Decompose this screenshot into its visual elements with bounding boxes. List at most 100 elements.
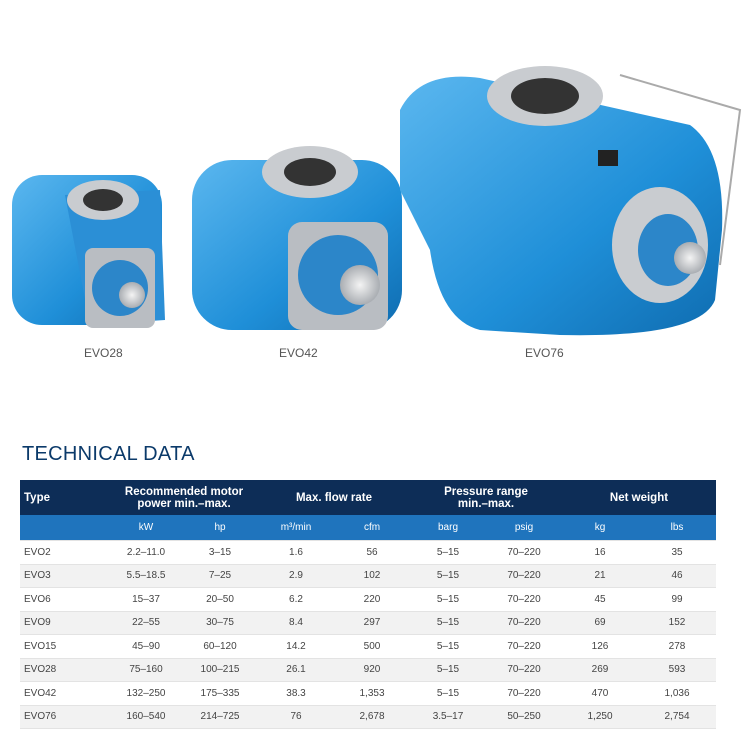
section-title: TECHNICAL DATA bbox=[22, 443, 195, 465]
header-text: Pressure range min.–max. bbox=[444, 485, 528, 510]
unit-label: m³/min bbox=[258, 515, 334, 541]
data-cell: 2,754 bbox=[638, 705, 716, 729]
type-cell: EVO6 bbox=[20, 587, 110, 612]
data-cell: 175–335 bbox=[182, 681, 258, 706]
type-cell: EVO3 bbox=[20, 564, 110, 588]
data-cell: 20–50 bbox=[182, 587, 258, 612]
data-cell: 152 bbox=[638, 611, 716, 635]
column-header: Pressure range min.–max. bbox=[410, 480, 562, 515]
data-cell: 45–90 bbox=[110, 634, 182, 659]
data-cell: 70–220 bbox=[486, 564, 562, 588]
data-cell: 5–15 bbox=[410, 681, 486, 706]
data-cell: 70–220 bbox=[486, 540, 562, 565]
data-cell: 46 bbox=[638, 564, 716, 588]
column-header: Type bbox=[20, 480, 110, 515]
data-cell: 21 bbox=[562, 564, 638, 588]
data-row: EVO28 75–160 100–215 26.1 920 5–15 70–220 269 59… bbox=[20, 658, 716, 682]
data-cell: 102 bbox=[334, 564, 410, 588]
column-header: Max. flow rate bbox=[258, 480, 410, 515]
data-cell: 593 bbox=[638, 658, 716, 682]
data-row: EVO42 132–250 175–335 38.3 1,353 5–15 70–220 47… bbox=[20, 681, 716, 706]
header-text: Net weight bbox=[609, 491, 669, 504]
data-cell: 70–220 bbox=[486, 634, 562, 659]
data-cell: 69 bbox=[562, 611, 638, 635]
data-row: EVO76 160–540 214–725 76 2,678 3.5–17 50–250 1,… bbox=[20, 705, 716, 729]
data-cell: 269 bbox=[562, 658, 638, 682]
data-cell: 160–540 bbox=[110, 705, 182, 729]
type-cell: EVO2 bbox=[20, 540, 110, 565]
unit-label: psig bbox=[486, 515, 562, 541]
column-header: Recommended motor power min.–max. bbox=[110, 480, 258, 515]
unit-label: kW bbox=[110, 515, 182, 541]
unit-label: hp bbox=[182, 515, 258, 541]
data-cell: 470 bbox=[562, 681, 638, 706]
data-cell: 5–15 bbox=[410, 564, 486, 588]
data-cell: 3.5–17 bbox=[410, 705, 486, 729]
data-cell: 56 bbox=[334, 540, 410, 565]
data-cell: 1,353 bbox=[334, 681, 410, 706]
product-caption: EVO42 bbox=[279, 346, 318, 360]
data-cell: 1,036 bbox=[638, 681, 716, 706]
units-row: kW hp m³/min cfm barg psig kg lbs bbox=[20, 515, 716, 541]
data-cell: 1,250 bbox=[562, 705, 638, 729]
data-cell: 70–220 bbox=[486, 611, 562, 635]
data-row: EVO2 2.2–11.0 3–15 1.6 56 5–15 70–220 16 35 bbox=[20, 540, 716, 565]
type-cell: EVO9 bbox=[20, 611, 110, 635]
unit-label: barg bbox=[410, 515, 486, 541]
type-cell: EVO76 bbox=[20, 705, 110, 729]
column-header: Net weight bbox=[562, 480, 716, 515]
data-cell: 3–15 bbox=[182, 540, 258, 565]
data-cell: 2,678 bbox=[334, 705, 410, 729]
data-cell: 297 bbox=[334, 611, 410, 635]
data-row: EVO3 5.5–18.5 7–25 2.9 102 5–15 70–220 21 46 bbox=[20, 564, 716, 588]
data-cell: 920 bbox=[334, 658, 410, 682]
data-cell: 70–220 bbox=[486, 587, 562, 612]
data-row: EVO15 45–90 60–120 14.2 500 5–15 70–220 126 278 bbox=[20, 634, 716, 659]
data-cell: 5–15 bbox=[410, 587, 486, 612]
data-cell: 70–220 bbox=[486, 681, 562, 706]
data-cell: 99 bbox=[638, 587, 716, 612]
data-cell: 35 bbox=[638, 540, 716, 565]
product-caption: EVO28 bbox=[84, 346, 123, 360]
data-cell: 5–15 bbox=[410, 540, 486, 565]
data-cell: 16 bbox=[562, 540, 638, 565]
data-row: EVO6 15–37 20–50 6.2 220 5–15 70–220 45 99 bbox=[20, 587, 716, 612]
type-cell: EVO42 bbox=[20, 681, 110, 706]
data-cell: 15–37 bbox=[110, 587, 182, 612]
data-cell: 75–160 bbox=[110, 658, 182, 682]
data-cell: 38.3 bbox=[258, 681, 334, 706]
data-cell: 76 bbox=[258, 705, 334, 729]
compressor-evo76 bbox=[400, 66, 742, 336]
compressor-evo42 bbox=[192, 146, 402, 330]
data-cell: 278 bbox=[638, 634, 716, 659]
header-row: Type Recommended motor power min.–max. M… bbox=[20, 480, 716, 515]
data-cell: 132–250 bbox=[110, 681, 182, 706]
data-cell: 220 bbox=[334, 587, 410, 612]
data-row: EVO9 22–55 30–75 8.4 297 5–15 70–220 69 152 bbox=[20, 611, 716, 635]
data-cell: 5–15 bbox=[410, 611, 486, 635]
unit-label: lbs bbox=[638, 515, 716, 541]
data-cell: 214–725 bbox=[182, 705, 258, 729]
data-cell: 26.1 bbox=[258, 658, 334, 682]
data-cell: 2.9 bbox=[258, 564, 334, 588]
header-text: Max. flow rate bbox=[295, 491, 373, 504]
compressor-evo28 bbox=[12, 175, 165, 328]
data-cell: 60–120 bbox=[182, 634, 258, 659]
data-cell: 8.4 bbox=[258, 611, 334, 635]
data-cell: 22–55 bbox=[110, 611, 182, 635]
unit-label: cfm bbox=[334, 515, 410, 541]
units-cell bbox=[20, 515, 110, 541]
data-cell: 500 bbox=[334, 634, 410, 659]
unit-label: kg bbox=[562, 515, 638, 541]
data-cell: 5–15 bbox=[410, 634, 486, 659]
data-cell: 126 bbox=[562, 634, 638, 659]
data-cell: 1.6 bbox=[258, 540, 334, 565]
type-cell: EVO15 bbox=[20, 634, 110, 659]
header-text: Recommended motor power min.–max. bbox=[124, 485, 244, 510]
data-cell: 100–215 bbox=[182, 658, 258, 682]
product-caption: EVO76 bbox=[525, 346, 564, 360]
data-cell: 5.5–18.5 bbox=[110, 564, 182, 588]
data-cell: 14.2 bbox=[258, 634, 334, 659]
product-images bbox=[12, 66, 742, 336]
